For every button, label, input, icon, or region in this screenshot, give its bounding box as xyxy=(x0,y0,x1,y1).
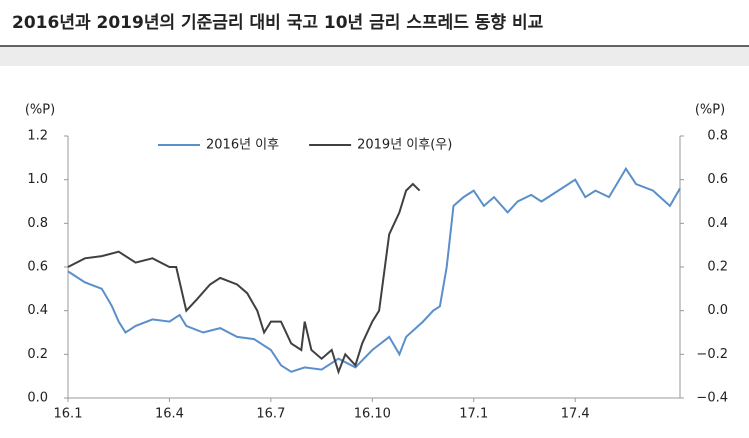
y2-tick-label: −0.2 xyxy=(696,347,728,362)
y2-tick-label: 0.8 xyxy=(707,129,728,144)
title-band xyxy=(0,0,749,46)
y2-tick-label: 0.0 xyxy=(707,303,728,318)
y-tick-label: 0.6 xyxy=(27,260,48,275)
y2-axis-unit: (%P) xyxy=(695,103,725,118)
x-tick-label: 17.4 xyxy=(561,407,590,422)
x-tick-label: 16.4 xyxy=(155,407,184,422)
y-tick-label: 0.4 xyxy=(27,303,48,318)
y2-tick-label: 0.2 xyxy=(707,260,728,275)
y-tick-label: 0.2 xyxy=(27,347,48,362)
x-tick-label: 16.10 xyxy=(354,407,391,422)
x-tick-label: 16.7 xyxy=(256,407,285,422)
series-line xyxy=(67,182,421,375)
series-line xyxy=(67,166,681,373)
y2-tick-label: −0.4 xyxy=(696,391,728,406)
legend-label: 2016년 이후 xyxy=(206,138,279,153)
y-tick-label: 0.8 xyxy=(27,216,48,231)
y-tick-label: 1.2 xyxy=(27,129,48,144)
x-tick-label: 16.1 xyxy=(54,407,83,422)
y-tick-label: 1.0 xyxy=(27,172,48,187)
chart-title: 2016년과 2019년의 기준금리 대비 국고 10년 금리 스프레드 동향 … xyxy=(12,12,544,33)
y-axis-unit: (%P) xyxy=(25,103,55,118)
y-tick-label: 0.0 xyxy=(27,391,48,406)
y2-tick-label: 0.6 xyxy=(707,172,728,187)
x-tick-label: 17.1 xyxy=(459,407,488,422)
y2-tick-label: 0.4 xyxy=(707,216,728,231)
legend-label: 2019년 이후(우) xyxy=(357,138,452,153)
